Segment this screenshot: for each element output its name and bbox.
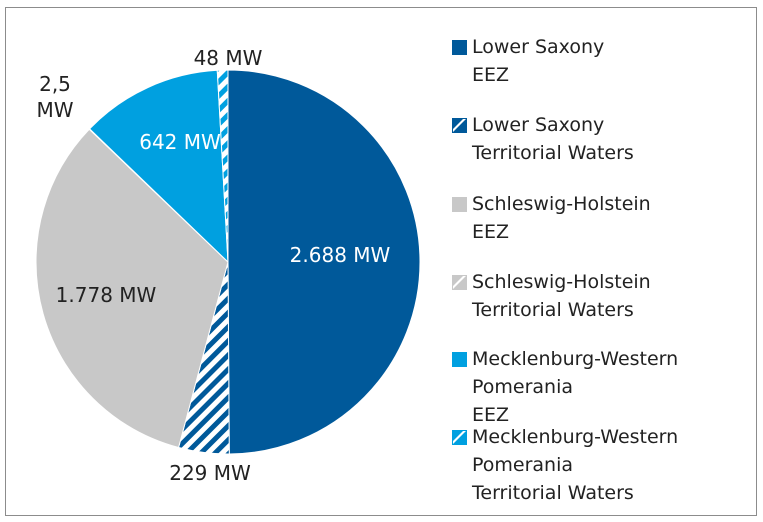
pie-slice [216, 69, 229, 263]
pie-slice [35, 128, 229, 449]
legend-item: Lower Saxony Territorial Waters [452, 111, 752, 167]
legend-label: Schleswig-Holstein Territorial Waters [472, 271, 651, 321]
data-label: 642 MW [139, 130, 221, 154]
frame [5, 7, 757, 516]
data-label: 229 MW [169, 461, 251, 485]
legend-item: Mecklenburg-Western Pomerania Territoria… [452, 423, 752, 507]
legend-marker [452, 430, 467, 445]
legend-label: Mecklenburg-Western Pomerania Territoria… [472, 426, 679, 504]
pie-slice [88, 69, 229, 264]
pie-slice [227, 69, 421, 455]
legend-marker [452, 40, 467, 55]
data-label: 2.688 MW [289, 243, 391, 267]
legend-label: Lower Saxony Territorial Waters [472, 114, 634, 164]
legend-label: Schleswig-Holstein EEZ [472, 193, 651, 243]
legend-marker [452, 352, 467, 367]
legend-marker [452, 118, 467, 133]
data-label: 2,5 MW [36, 72, 74, 122]
legend-item: Schleswig-Holstein EEZ [452, 190, 752, 246]
data-label: 1.778 MW [55, 283, 157, 307]
legend-item: Lower Saxony EEZ [452, 33, 752, 89]
data-label: 48 MW [193, 46, 263, 70]
legend-marker [452, 275, 467, 290]
legend-item: Mecklenburg-Western Pomerania EEZ [452, 345, 752, 429]
legend-label: Mecklenburg-Western Pomerania EEZ [472, 348, 679, 426]
legend-marker [452, 197, 467, 212]
legend-item: Schleswig-Holstein Territorial Waters [452, 268, 752, 324]
legend-label: Lower Saxony EEZ [472, 36, 605, 86]
